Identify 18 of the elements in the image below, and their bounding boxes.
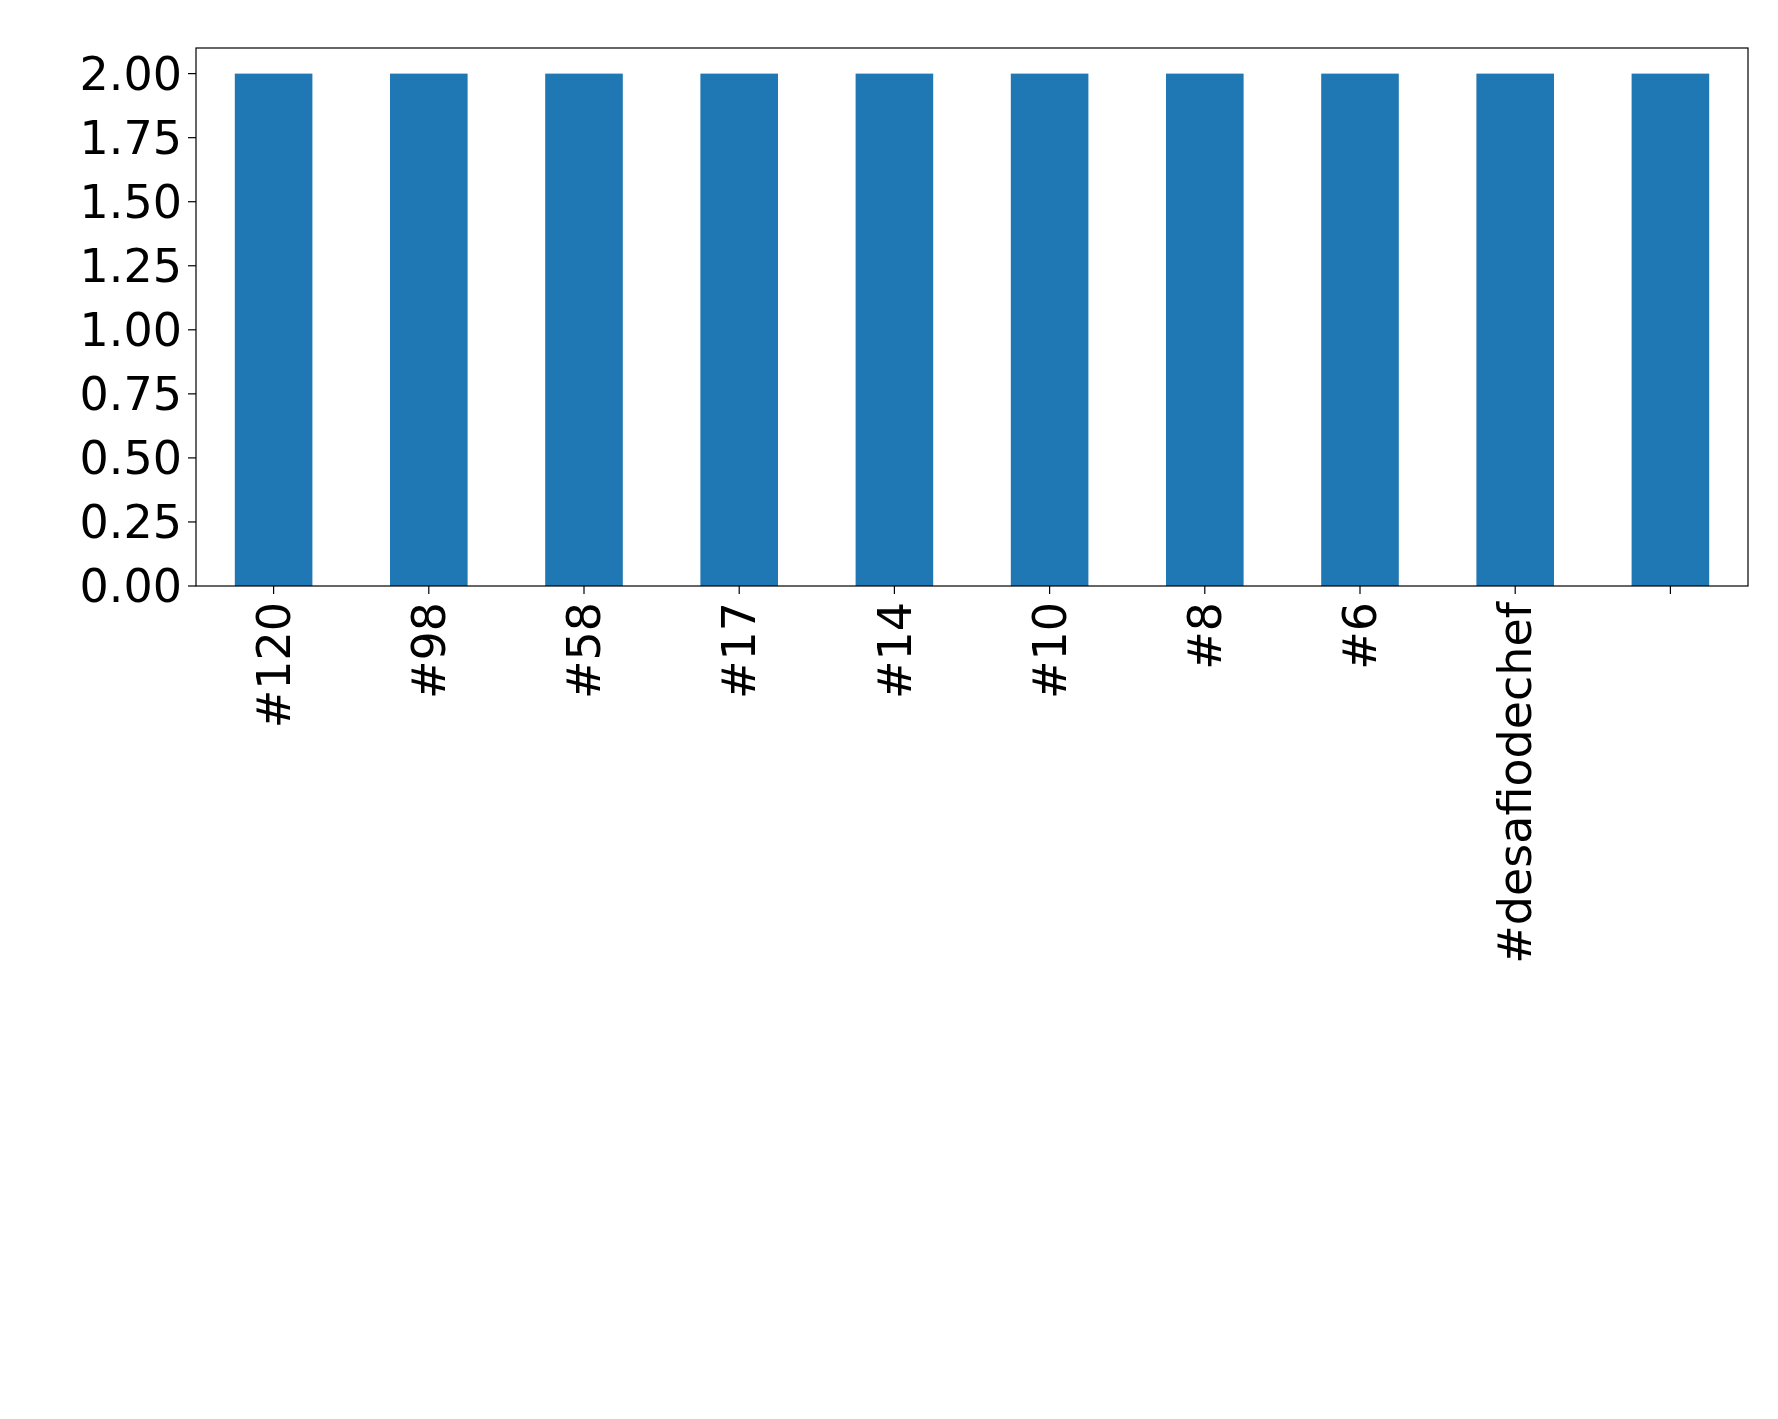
y-tick-label: 1.25 [79,238,182,293]
x-tick-label: #desafiodechef [1488,600,1543,964]
y-tick-label: 1.00 [79,302,182,357]
x-tick-label: #6 [1333,602,1388,670]
y-tick-label: 1.75 [79,110,182,165]
x-tick-label: #58 [557,602,612,700]
y-tick-label: 0.75 [79,366,182,421]
x-tick-label: #17 [712,602,767,700]
y-tick-label: 0.25 [79,495,182,550]
y-tick-label: 1.50 [79,174,182,229]
x-tick-label: #8 [1177,602,1232,670]
y-tick-label: 0.50 [79,431,182,485]
x-tick-label: #120 [246,602,301,729]
y-tick-label: 0.00 [79,559,182,614]
x-tick-label: #14 [867,602,922,700]
x-tick-label: #98 [401,602,456,700]
y-tick-label: 2.00 [79,46,182,101]
x-tick-label: #10 [1022,602,1077,700]
